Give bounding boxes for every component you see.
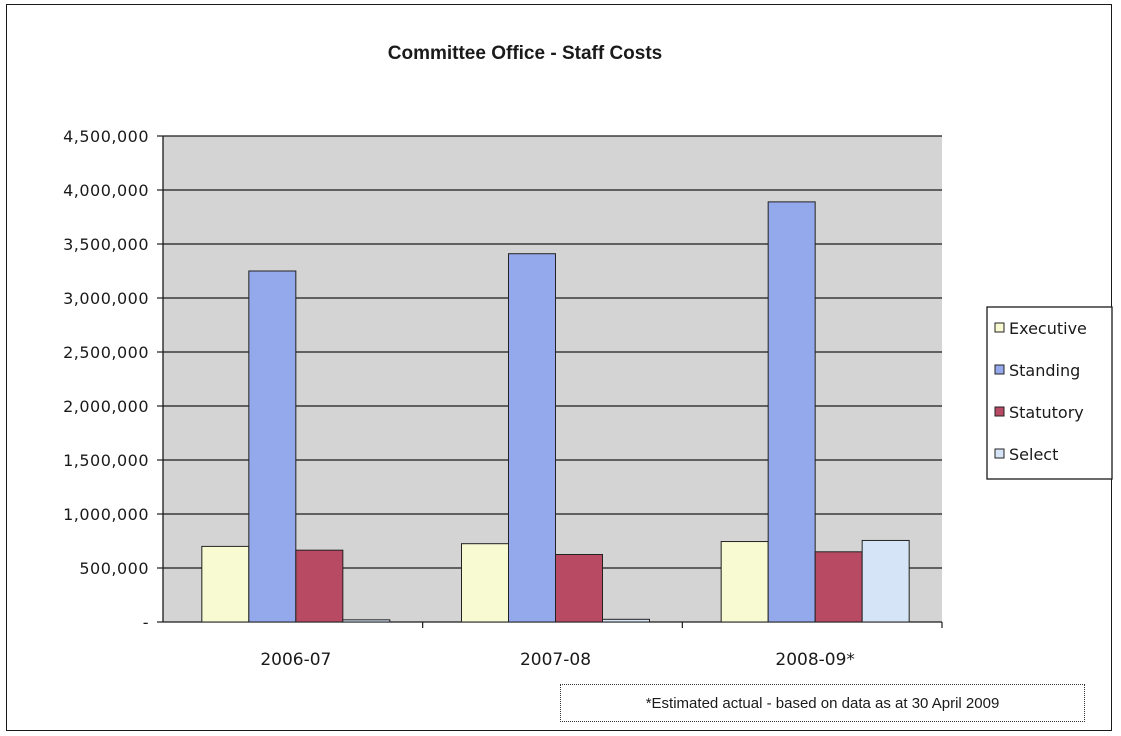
legend-label-executive: Executive (1009, 319, 1087, 338)
y-tick-label: 1,500,000 (63, 451, 149, 470)
footnote-text: *Estimated actual - based on data as at … (645, 694, 1000, 712)
bar-standing (508, 253, 556, 623)
y-tick-label: 4,500,000 (63, 127, 149, 146)
y-tick-label: 3,000,000 (63, 289, 149, 308)
legend-swatch-select (994, 448, 1005, 459)
bar-executive (201, 545, 250, 623)
y-tick-label: 500,000 (79, 559, 149, 578)
bar-standing (767, 201, 816, 623)
x-tick-label: 2006-07 (260, 650, 331, 670)
bar-select (861, 539, 910, 623)
chart-title: Committee Office - Staff Costs (388, 43, 662, 64)
legend (986, 306, 1113, 480)
legend-label-select: Select (1009, 445, 1058, 464)
bar-executive (461, 543, 509, 623)
y-tick-label: - (143, 613, 149, 632)
y-tick-label: 3,500,000 (63, 235, 149, 254)
x-tick-label: 2007-08 (520, 650, 591, 670)
y-tick-label: 2,000,000 (63, 397, 149, 416)
bar-executive (720, 541, 769, 623)
legend-swatch-standing (994, 364, 1005, 375)
y-tick-label: 2,500,000 (63, 343, 149, 362)
legend-swatch-executive (994, 322, 1005, 333)
bar-statutory (295, 549, 344, 623)
legend-label-standing: Standing (1009, 361, 1080, 380)
y-tick-label: 4,000,000 (63, 181, 149, 200)
bar-select (342, 619, 391, 623)
legend-swatch-statutory (994, 406, 1005, 417)
bar-statutory (555, 554, 603, 623)
bar-statutory (814, 551, 863, 623)
bar-standing (248, 270, 297, 623)
bar-select (602, 618, 650, 623)
legend-label-statutory: Statutory (1009, 403, 1084, 422)
y-tick-label: 1,000,000 (63, 505, 149, 524)
x-tick-label: 2008-09* (775, 650, 855, 670)
footnote: *Estimated actual - based on data as at … (560, 684, 1085, 722)
